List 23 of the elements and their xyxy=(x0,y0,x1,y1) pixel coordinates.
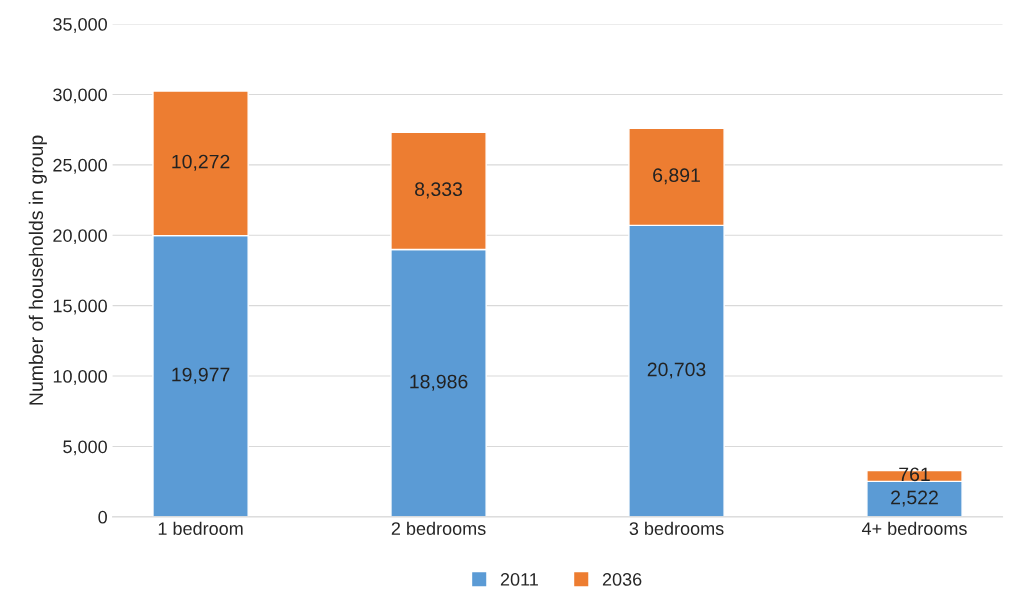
text: 18,986 xyxy=(410,374,468,391)
x-tick-label: 1 bedroom xyxy=(158,521,243,535)
text: 8,333 xyxy=(415,182,463,199)
x-tick-label: 2 bedrooms xyxy=(391,521,486,535)
y-axis-title: Number of households in group xyxy=(28,135,47,405)
text: 10,272 xyxy=(172,154,230,171)
text: 20,703 xyxy=(647,362,706,379)
text: 761 xyxy=(899,467,930,482)
y-tick-label: 35,000 xyxy=(53,17,107,33)
y-tick-label: 20,000 xyxy=(53,229,107,245)
legend-label: 2036 xyxy=(602,573,642,586)
text: 2,522 xyxy=(891,490,938,507)
y-tick-label: 25,000 xyxy=(53,158,107,174)
y-tick-label: 10,000 xyxy=(53,369,107,385)
x-tick-label: 3 bedrooms xyxy=(629,521,724,535)
y-tick-label: 30,000 xyxy=(53,88,107,104)
y-tick-label: 5,000 xyxy=(63,440,107,456)
y-tick-label: 0 xyxy=(98,510,107,524)
legend-label: 2011 xyxy=(500,573,538,586)
x-tick-label: 4+ bedrooms xyxy=(861,521,967,535)
y-tick-label: 15,000 xyxy=(53,299,107,315)
text: 19,977 xyxy=(172,367,230,384)
text: 6,891 xyxy=(653,168,700,185)
